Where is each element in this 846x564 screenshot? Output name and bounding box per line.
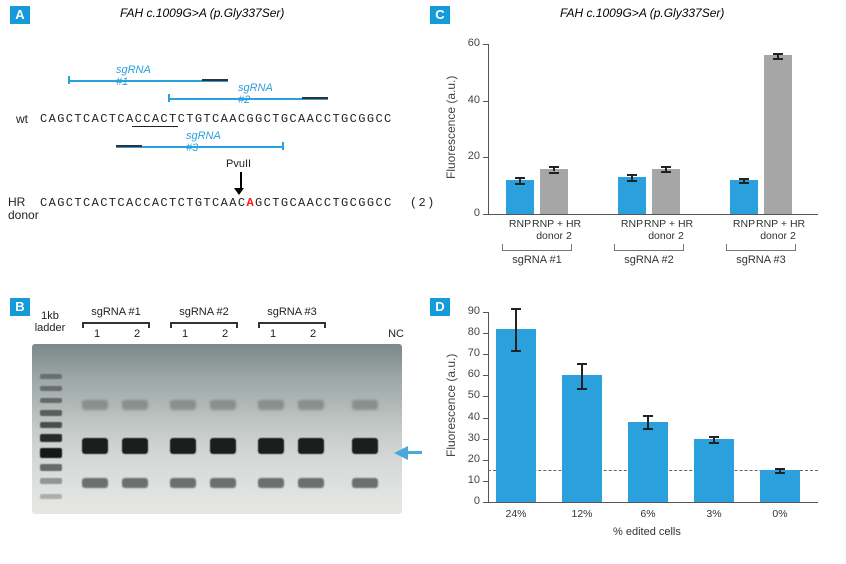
gel-lane: [254, 360, 288, 506]
gel-group-label: sgRNA #2: [166, 306, 242, 318]
gel-sub-label: 2: [310, 328, 316, 340]
sgRNA2-label: sgRNA #2: [238, 82, 272, 106]
sgRNA1-pam: [202, 79, 228, 81]
sgRNA2-pam: [302, 97, 328, 99]
y-axis-label: Fluorescence (a.u.): [444, 76, 458, 179]
panel-c: C FAH c.1009G>A (p.Gly337Ser) 0204060Flu…: [430, 6, 830, 24]
bar: [540, 169, 568, 214]
gel-sub-label: 2: [134, 328, 140, 340]
ladder-label: 1kb ladder: [30, 310, 70, 334]
gel-lane-nc: [348, 360, 382, 506]
ytick-label: 10: [450, 474, 480, 486]
chart-c: 0204060Fluorescence (a.u.)RNPRNP + HR do…: [430, 6, 830, 286]
gel-header: 1kb ladder sgRNA #1 sgRNA #2 sgRNA #3 1 2 1 2 1…: [32, 304, 402, 344]
wt-seq: CAGCTCACTCACCACTCTGTCAACGGCTGCAACCTGCGGC…: [40, 112, 393, 126]
bar: [730, 180, 758, 214]
ytick-label: 0: [450, 207, 480, 219]
group-label: sgRNA #3: [726, 254, 796, 266]
ladder-lane: [36, 360, 72, 506]
ytick-label: 90: [450, 305, 480, 317]
chart-d: 0102030405060708090Fluorescence (a.u.)24…: [430, 298, 830, 558]
ytick-label: 60: [450, 37, 480, 49]
gel-group-label: sgRNA #1: [78, 306, 154, 318]
bar-label: 6%: [624, 508, 672, 520]
gel-group-label: sgRNA #3: [254, 306, 330, 318]
panel-d: D 0102030405060708090Fluorescence (a.u.)…: [430, 298, 830, 316]
pvuii-label: PvuII: [226, 158, 251, 170]
gel-sub-label: 1: [94, 328, 100, 340]
bar: [562, 375, 602, 502]
gel-lane: [206, 360, 240, 506]
bar: [506, 180, 534, 214]
bar-label: 24%: [492, 508, 540, 520]
gel-lane: [166, 360, 200, 506]
bar: [764, 55, 792, 214]
wt-underline: [132, 126, 178, 127]
bar-label: RNP + HR donor 2: [644, 218, 688, 242]
gel-lane: [118, 360, 152, 506]
gel-wrapper: 1kb ladder sgRNA #1 sgRNA #2 sgRNA #3 1 2 1 2 1…: [32, 304, 402, 514]
bar-label: 3%: [690, 508, 738, 520]
panel-a-title: FAH c.1009G>A (p.Gly337Ser): [120, 6, 284, 20]
gel-arrow-icon: [394, 444, 422, 462]
panel-a: A FAH c.1009G>A (p.Gly337Ser) sgRNA #1 s…: [10, 6, 420, 24]
ytick-label: 80: [450, 326, 480, 338]
y-axis-label: Fluorescence (a.u.): [444, 354, 458, 457]
ytick-label: 0: [450, 495, 480, 507]
bar: [618, 177, 646, 214]
sgRNA3-label: sgRNA #3: [186, 130, 220, 154]
mutation-base: A: [246, 196, 255, 210]
sgRNA3-pam: [116, 145, 142, 147]
bar-label: RNP + HR donor 2: [756, 218, 800, 242]
panel-b: B 1kb ladder sgRNA #1sgRNA #2sgRNA #3121…: [10, 298, 420, 316]
gel-image: [32, 344, 402, 514]
panel-b-badge: B: [10, 298, 30, 316]
wt-label: wt: [16, 112, 28, 126]
bar: [496, 329, 536, 502]
bar-label: 12%: [558, 508, 606, 520]
gel-sub-label: 1: [182, 328, 188, 340]
panel-a-badge: A: [10, 6, 30, 24]
sgRNA1-label: sgRNA #1: [116, 64, 150, 88]
gel-sub-label: 2: [222, 328, 228, 340]
group-label: sgRNA #2: [614, 254, 684, 266]
bar: [694, 439, 734, 502]
gel-sub-label: 1: [270, 328, 276, 340]
bar-label: RNP + HR donor 2: [532, 218, 576, 242]
bar: [652, 169, 680, 214]
bar: [628, 422, 668, 502]
gel-lane: [294, 360, 328, 506]
nc-label: NC: [388, 328, 404, 340]
hr-seq: CAGCTCACTCACCACTCTGTCAACAGCTGCAACCTGCGGC…: [40, 196, 436, 210]
pvuii-arrow: [238, 172, 244, 195]
x-axis-title: % edited cells: [613, 526, 681, 538]
hr-label: HR donor: [8, 196, 39, 222]
gel-lane: [78, 360, 112, 506]
bar-label: 0%: [756, 508, 804, 520]
group-label: sgRNA #1: [502, 254, 572, 266]
bar: [760, 470, 800, 502]
